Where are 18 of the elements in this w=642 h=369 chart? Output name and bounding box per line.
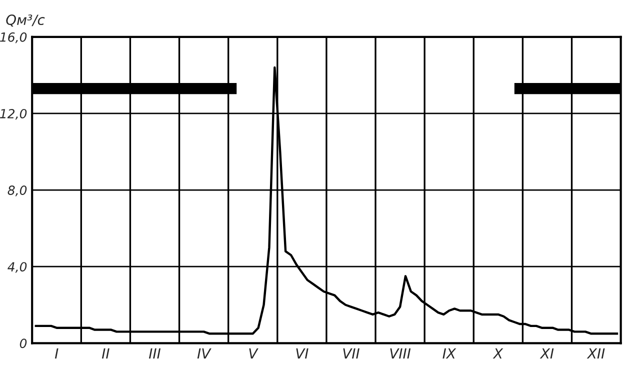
x-tick-label: II (102, 348, 110, 358)
x-tick-label: IV (197, 348, 212, 358)
x-tick-label: IX (442, 348, 456, 358)
x-tick-label: V (249, 348, 258, 358)
x-tick-label: XI (540, 348, 554, 358)
x-tick-label: VII (343, 348, 360, 358)
x-tick-label: XII (586, 348, 605, 358)
y-tick-label: 12,0 (0, 108, 27, 120)
y-tick-label: 0 (20, 338, 27, 348)
x-tick-label: VI (296, 348, 308, 358)
x-tick-label: III (148, 348, 161, 358)
x-tick-label: VIII (390, 348, 411, 358)
y-tick-label: 8,0 (8, 186, 27, 196)
y-tick-label: 16,0 (0, 32, 27, 44)
y-tick-label: 4,0 (8, 262, 27, 273)
x-tick-label: X (492, 348, 504, 358)
y-axis-title: Qм³/с (6, 14, 45, 27)
x-tick-label: I (54, 348, 58, 358)
